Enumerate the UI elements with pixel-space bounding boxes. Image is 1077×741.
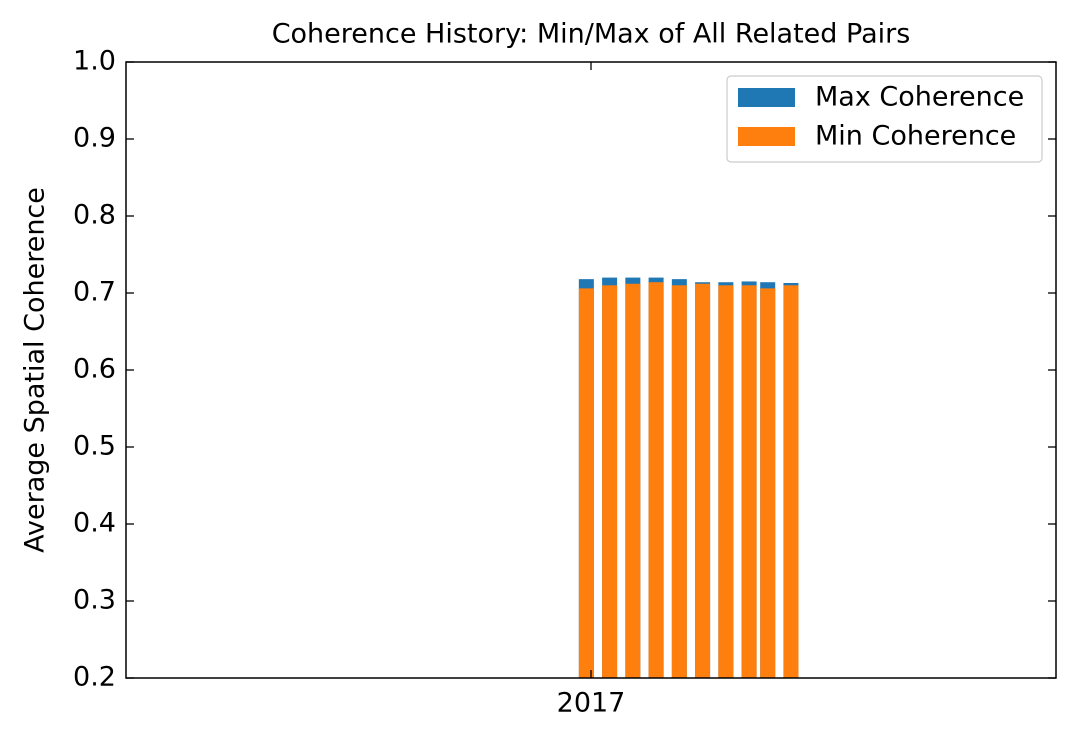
y-tick-label: 0.7 [73, 277, 116, 308]
y-tick-label: 0.3 [73, 585, 116, 616]
x-tick-label: 2017 [557, 688, 626, 719]
bar [648, 282, 664, 678]
legend-label: Min Coherence [815, 121, 1016, 152]
y-tick-label: 0.5 [73, 431, 116, 462]
bar [760, 288, 776, 678]
legend-label: Max Coherence [815, 82, 1024, 113]
bar [718, 285, 734, 678]
y-tick-label: 0.6 [73, 354, 116, 385]
y-tick-label: 1.0 [73, 46, 116, 77]
bar [741, 285, 757, 678]
y-tick-label: 0.4 [73, 508, 116, 539]
bar [602, 285, 618, 678]
legend-swatch [738, 88, 795, 107]
bar [695, 283, 711, 678]
y-tick-label: 0.8 [73, 200, 116, 231]
bar [783, 285, 799, 678]
legend-box [726, 75, 1043, 163]
y-axis-label: Average Spatial Coherence [20, 187, 51, 553]
bar [625, 283, 641, 678]
chart-title: Coherence History: Min/Max of All Relate… [272, 19, 911, 50]
bar [671, 285, 687, 678]
y-tick-label: 0.2 [73, 662, 116, 693]
legend-swatch [738, 127, 795, 146]
bar [578, 288, 594, 678]
y-tick-label: 0.9 [73, 123, 116, 154]
